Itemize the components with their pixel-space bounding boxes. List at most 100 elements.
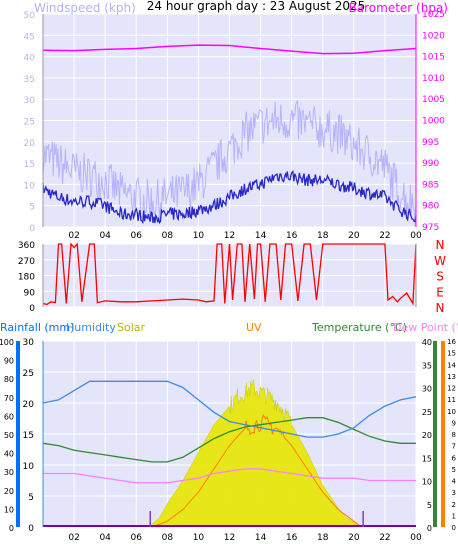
wind-direction-panel: 0 N 90 E 180 S 270 W 360 N: [18, 238, 446, 315]
legend-uv: UV: [246, 321, 262, 334]
humidity-tick-label: 25: [23, 369, 34, 379]
windspeed-tick-label: 10: [24, 181, 36, 191]
windspeed-tick-label: 15: [24, 160, 35, 170]
x-tick-label: 18: [317, 231, 329, 241]
multi-panel-plot: [42, 379, 417, 528]
windspeed-tick-label: 25: [24, 118, 35, 128]
chart-title: 24 hour graph day : 23 August 2025: [147, 0, 366, 13]
direction-tick-label: 360: [18, 241, 35, 251]
wind-panel-plot: [42, 44, 417, 226]
x-tick-label: 10: [193, 231, 205, 241]
gust-series-line: [42, 99, 417, 226]
x-tick-label: 14: [255, 533, 267, 543]
windspeed-tick-label: 5: [29, 203, 35, 213]
wind-barometer-panel: 0510152025303540455097598098599099510001…: [24, 0, 448, 241]
barometer-tick-label: 990: [422, 159, 439, 169]
x-tick-label: 20: [348, 231, 360, 241]
rainfall-tick-label: 30: [4, 468, 14, 477]
barometer-tick-label: 1020: [422, 31, 445, 41]
multi-panel-axes: 0510152025300102030405060708090100051015…: [0, 338, 457, 543]
uv-tick-label: 3: [452, 489, 456, 497]
direction-panel-axes: 0 N 90 E 180 S 270 W 360 N: [18, 238, 446, 315]
temperature-tick-label: 25: [422, 408, 432, 417]
temperature-tick-label: 35: [422, 361, 432, 370]
temperature-tick-label: 0: [427, 524, 432, 533]
temperature-tick-label: 30: [422, 385, 432, 394]
multi-weather-panel: Rainfall (mm) Humidity Solar UV Temperat…: [0, 321, 458, 543]
rainfall-tick-label: 70: [4, 394, 14, 403]
x-tick-label: 06: [131, 231, 143, 241]
uv-tick-label: 9: [452, 419, 456, 427]
direction-panel-grid: [43, 243, 417, 308]
uv-tick-label: 1: [452, 512, 456, 520]
x-tick-label: 22: [379, 533, 390, 543]
rainfall-tick-label: 0: [9, 524, 14, 533]
direction-tick-label: 270: [18, 257, 35, 267]
uv-tick-label: 0: [452, 524, 456, 532]
x-tick-label: 00: [410, 231, 422, 241]
x-tick-label: 04: [99, 533, 111, 543]
legend-humidity: Humidity: [66, 321, 116, 334]
barometer-tick-label: 1010: [422, 74, 445, 84]
dewpoint-series-line: [43, 468, 416, 484]
uv-tick-label: 4: [452, 478, 457, 486]
rainfall-tick-label: 10: [4, 505, 14, 514]
windspeed-tick-label: 0: [29, 224, 35, 234]
rainfall-tick-label: 50: [4, 431, 14, 440]
rainfall-tick-label: 100: [0, 338, 14, 347]
x-tick-label: 08: [162, 533, 174, 543]
humidity-tick-label: 20: [23, 400, 35, 410]
barometer-axis-label: Barometer (hpa): [349, 1, 448, 15]
rainfall-tick-label: 20: [4, 487, 14, 496]
barometer-tick-label: 1000: [422, 117, 445, 127]
direction-tick-label: 90: [24, 288, 36, 298]
temperature-series-line: [42, 417, 416, 463]
x-tick-label: 02: [68, 231, 79, 241]
temperature-tick-label: 15: [422, 454, 432, 463]
x-tick-label: 06: [131, 533, 143, 543]
windspeed-axis-label: Windspeed (kph): [34, 1, 136, 15]
x-tick-label: 16: [286, 533, 298, 543]
windspeed-tick-label: 45: [24, 32, 35, 42]
windspeed-tick-label: 20: [24, 139, 36, 149]
windspeed-tick-label: 35: [24, 75, 35, 85]
x-tick-label: 20: [348, 533, 360, 543]
x-tick-label: 04: [99, 231, 111, 241]
uv-tick-label: 5: [452, 466, 456, 474]
uv-tick-label: 10: [447, 408, 456, 416]
temperature-tick-label: 20: [422, 431, 432, 440]
x-tick-label: 12: [224, 231, 235, 241]
temperature-tick-label: 5: [427, 501, 432, 510]
x-tick-label: 00: [410, 533, 422, 543]
humidity-tick-label: 30: [23, 338, 35, 348]
barometer-tick-label: 1005: [422, 95, 445, 105]
direction-series-line: [42, 242, 417, 306]
barometer-series-line: [42, 44, 417, 55]
legend: Rainfall (mm) Humidity Solar UV Temperat…: [0, 321, 458, 334]
compass-label: E: [436, 285, 444, 299]
windspeed-tick-label: 40: [24, 54, 36, 64]
windspeed-tick-label: 50: [24, 11, 36, 21]
temperature-axis-bar: [433, 341, 437, 527]
solar-series-area: [148, 379, 363, 528]
uv-axis-bar: [441, 341, 445, 527]
uv-tick-label: 13: [447, 373, 456, 381]
uv-tick-label: 14: [447, 361, 456, 369]
x-tick-label: 12: [224, 533, 235, 543]
windspeed-tick-label: 30: [24, 96, 36, 106]
barometer-tick-label: 1015: [422, 53, 445, 63]
uv-tick-label: 16: [447, 338, 456, 346]
barometer-tick-label: 1025: [422, 10, 445, 20]
x-tick-label: 10: [193, 533, 205, 543]
uv-tick-label: 6: [452, 454, 457, 462]
uv-tick-label: 8: [452, 431, 456, 439]
uv-tick-label: 15: [447, 350, 456, 358]
compass-label: N: [436, 301, 445, 315]
rainfall-tick-label: 90: [4, 357, 14, 366]
uv-tick-label: 7: [452, 443, 456, 451]
rainfall-tick-label: 80: [4, 375, 14, 384]
legend-temperature: Temperature (°C): [311, 321, 407, 334]
temperature-tick-label: 10: [422, 478, 432, 487]
direction-tick-label: 180: [18, 273, 35, 283]
